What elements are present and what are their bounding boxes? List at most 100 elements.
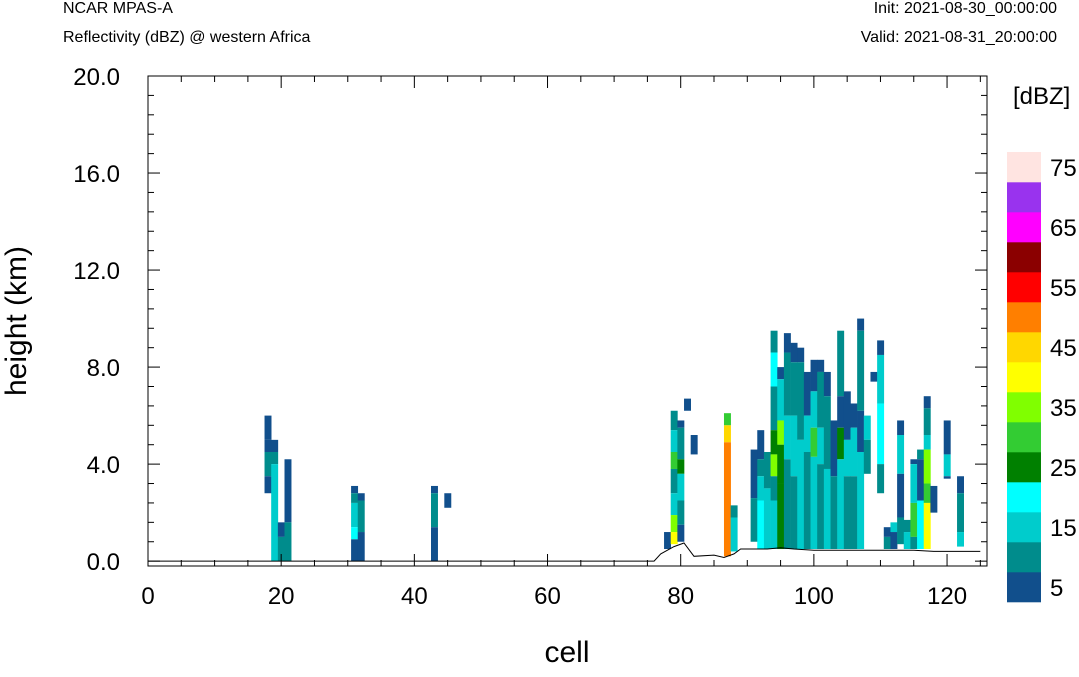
reflectivity-cell — [264, 451, 272, 477]
reflectivity-cell — [837, 427, 845, 460]
x-tick-label: 60 — [534, 583, 561, 610]
reflectivity-cell — [857, 410, 865, 452]
colorbar-swatch — [1007, 332, 1041, 363]
reflectivity-cell — [897, 435, 905, 474]
reflectivity-cells — [264, 318, 964, 562]
reflectivity-cell — [810, 427, 818, 457]
reflectivity-cell — [284, 522, 292, 562]
reflectivity-cell — [837, 330, 845, 397]
reflectivity-cell — [803, 371, 811, 416]
reflectivity-cell — [910, 502, 918, 537]
reflectivity-cell — [277, 522, 285, 537]
reflectivity-cell — [777, 367, 785, 380]
reflectivity-cell — [890, 532, 898, 550]
reflectivity-cell — [877, 354, 885, 404]
reflectivity-cell — [770, 330, 778, 353]
reflectivity-cell — [857, 451, 865, 550]
reflectivity-cell — [431, 527, 438, 562]
reflectivity-cell — [877, 340, 885, 355]
reflectivity-cell — [857, 318, 865, 331]
reflectivity-cell — [923, 449, 931, 484]
colorbar-swatch — [1007, 452, 1041, 483]
reflectivity-cell — [763, 451, 771, 489]
reflectivity-cell — [431, 493, 438, 528]
axis-ticks — [147, 75, 987, 566]
reflectivity-cell — [670, 451, 678, 469]
y-tick-label: 16.0 — [73, 161, 120, 188]
colorbar-label: 65 — [1050, 215, 1077, 242]
reflectivity-cell — [890, 522, 898, 533]
reflectivity-cell — [770, 500, 778, 550]
reflectivity-cell — [783, 333, 791, 353]
reflectivity-cell — [957, 532, 964, 547]
reflectivity-cell — [837, 459, 845, 550]
colorbar-swatch — [1007, 242, 1041, 273]
colorbar-swatch — [1007, 512, 1041, 543]
reflectivity-cell — [910, 459, 918, 465]
y-tick-labels: 0.0 4.0 8.0 12.0 16.0 20.0 — [73, 64, 120, 576]
reflectivity-cell — [897, 517, 905, 545]
reflectivity-cell — [823, 468, 831, 550]
colorbar-unit: [dBZ] — [1013, 83, 1070, 110]
reflectivity-cell — [277, 536, 285, 562]
reflectivity-cell — [777, 444, 785, 484]
y-tick-label: 12.0 — [73, 258, 120, 285]
terrain-line — [148, 542, 981, 562]
reflectivity-cell — [923, 435, 931, 450]
reflectivity-cell — [770, 386, 778, 431]
reflectivity-cell — [790, 362, 798, 416]
colorbar-swatch — [1007, 152, 1041, 183]
reflectivity-cell — [863, 439, 871, 474]
reflectivity-cell — [351, 485, 359, 494]
reflectivity-cell — [357, 493, 365, 501]
colorbar-swatch — [1007, 422, 1041, 453]
x-tick-label: 120 — [927, 583, 967, 610]
reflectivity-cell — [757, 459, 765, 477]
reflectivity-cell — [957, 476, 964, 494]
reflectivity-cell — [883, 536, 891, 550]
reflectivity-cell — [677, 500, 685, 525]
init-time: Init: 2021-08-30_00:00:00 — [873, 0, 1057, 17]
reflectivity-cell — [817, 359, 825, 372]
x-tick-label: 40 — [401, 583, 428, 610]
colorbar-label: 15 — [1050, 515, 1077, 542]
colorbar-swatch — [1007, 272, 1041, 303]
reflectivity-cell — [271, 451, 279, 465]
reflectivity-cell — [730, 517, 738, 552]
colorbar-swatch — [1007, 392, 1041, 423]
reflectivity-cell — [351, 527, 359, 540]
reflectivity-cell — [351, 502, 359, 528]
reflectivity-cell — [850, 476, 858, 550]
reflectivity-cell — [757, 500, 765, 550]
reflectivity-cell — [797, 439, 805, 550]
reflectivity-cell — [850, 427, 858, 477]
reflectivity-cell — [357, 500, 365, 533]
reflectivity-cell — [910, 464, 918, 503]
reflectivity-cell — [770, 430, 778, 455]
reflectivity-cell — [271, 464, 279, 562]
reflectivity-cell — [957, 493, 964, 533]
colorbar-label: 5 — [1050, 575, 1063, 602]
reflectivity-cell — [264, 476, 272, 494]
colorbar-swatch — [1007, 302, 1041, 333]
reflectivity-cell — [271, 439, 279, 452]
reflectivity-cell — [670, 468, 678, 494]
reflectivity-cell — [723, 413, 731, 426]
reflectivity-cell — [870, 371, 878, 382]
reflectivity-cell — [783, 415, 791, 460]
reflectivity-cell — [923, 502, 931, 550]
field-title: Reflectivity (dBZ) @ western Africa — [63, 29, 311, 46]
y-axis-label: height (km) — [0, 246, 33, 396]
colorbar — [1007, 152, 1041, 603]
reflectivity-cell — [817, 464, 825, 550]
reflectivity-cell — [823, 371, 831, 397]
y-tick-label: 0.0 — [87, 549, 120, 576]
reflectivity-cell — [723, 425, 731, 443]
colorbar-label: 75 — [1050, 155, 1077, 182]
reflectivity-cell — [803, 415, 811, 452]
reflectivity-cell — [677, 420, 685, 428]
x-tick-label: 0 — [141, 583, 154, 610]
colorbar-swatch — [1007, 542, 1041, 573]
reflectivity-cell — [264, 415, 272, 440]
reflectivity-cell — [357, 532, 365, 562]
